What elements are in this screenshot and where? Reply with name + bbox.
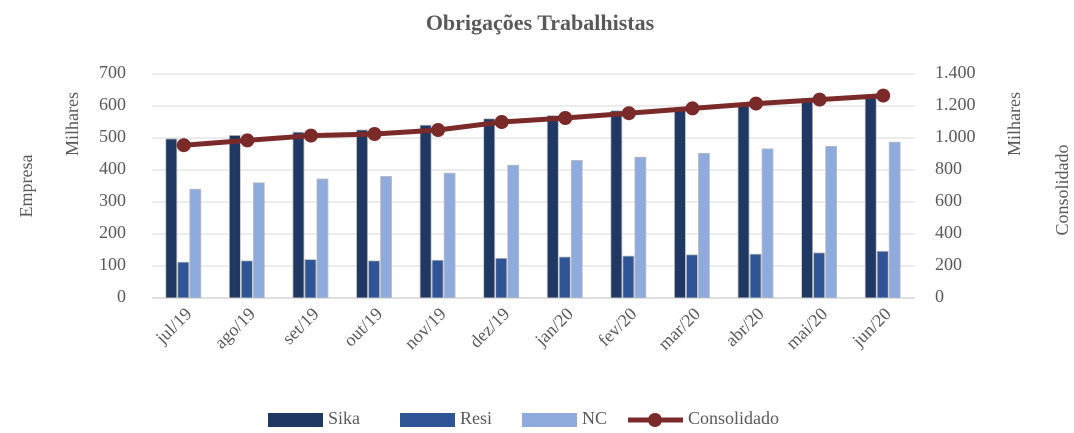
legend-label: Sika bbox=[328, 408, 360, 428]
line-marker bbox=[621, 106, 636, 121]
line-marker bbox=[367, 127, 382, 141]
y2-tick-label: 800 bbox=[935, 158, 962, 178]
y-tick-label: 100 bbox=[99, 254, 126, 274]
bar bbox=[292, 131, 305, 299]
bar bbox=[546, 115, 559, 299]
line-marker bbox=[176, 138, 191, 153]
bar bbox=[431, 259, 444, 299]
legend-label: NC bbox=[582, 408, 607, 428]
bar bbox=[240, 260, 253, 299]
bar bbox=[189, 188, 202, 299]
line-marker bbox=[558, 111, 573, 125]
legend-marker bbox=[648, 413, 662, 427]
bar bbox=[825, 145, 838, 299]
line-marker bbox=[303, 128, 318, 143]
line-marker bbox=[812, 92, 827, 107]
y-tick-label: 300 bbox=[99, 190, 126, 210]
y-unit-label: Milhares bbox=[62, 92, 82, 156]
x-tick-label: dez/19 bbox=[465, 304, 513, 352]
bar bbox=[443, 172, 456, 299]
bar bbox=[813, 252, 826, 299]
legend-swatch bbox=[522, 413, 577, 427]
y2-tick-label: 1.000 bbox=[935, 126, 976, 146]
legend-swatch bbox=[400, 413, 455, 427]
bar bbox=[177, 261, 190, 299]
bar bbox=[737, 104, 750, 299]
bar bbox=[495, 257, 508, 299]
y-tick-label: 400 bbox=[99, 158, 126, 178]
y-tick-label: 600 bbox=[99, 94, 126, 114]
bar bbox=[252, 182, 265, 299]
x-tick-label: jun/20 bbox=[848, 304, 895, 351]
bar bbox=[761, 148, 774, 299]
bar bbox=[558, 256, 571, 299]
x-tick-label: out/19 bbox=[340, 304, 387, 351]
x-tick-label: mar/20 bbox=[654, 304, 704, 354]
line-marker bbox=[494, 115, 509, 129]
y-tick-label: 500 bbox=[99, 126, 126, 146]
line-marker bbox=[876, 88, 891, 103]
x-tick-label: abr/20 bbox=[721, 304, 768, 351]
bar bbox=[228, 135, 241, 299]
y2-tick-label: 1.200 bbox=[935, 94, 976, 114]
bar bbox=[801, 100, 814, 299]
y2-tick-label: 600 bbox=[935, 190, 962, 210]
bar bbox=[888, 141, 901, 299]
bar bbox=[507, 164, 520, 299]
bar bbox=[570, 159, 583, 299]
x-tick-label: fev/20 bbox=[594, 304, 641, 351]
line bbox=[183, 93, 884, 148]
x-tick-label: jul/19 bbox=[151, 304, 196, 349]
x-tick-label: jan/20 bbox=[530, 304, 577, 351]
y2-unit-label: Milhares bbox=[1004, 92, 1024, 156]
bar bbox=[686, 254, 698, 299]
y-tick-label: 200 bbox=[99, 222, 126, 242]
bar bbox=[419, 124, 432, 299]
bar bbox=[304, 259, 317, 299]
bar bbox=[356, 129, 368, 299]
y2-tick-label: 0 bbox=[935, 286, 944, 306]
line-marker bbox=[431, 123, 446, 137]
y-axis-label: Empresa bbox=[16, 155, 36, 218]
bar bbox=[610, 110, 623, 299]
bar bbox=[622, 255, 635, 299]
line-marker bbox=[685, 101, 700, 116]
bar bbox=[316, 178, 329, 299]
bar bbox=[165, 138, 178, 299]
legend-label: Consolidado bbox=[688, 408, 779, 428]
line-marker bbox=[749, 96, 764, 111]
bar bbox=[749, 253, 762, 299]
x-tick-label: set/19 bbox=[278, 304, 323, 349]
bar bbox=[368, 260, 380, 299]
chart-title: Obrigações Trabalhistas bbox=[426, 10, 655, 35]
x-tick-label: ago/19 bbox=[210, 304, 259, 353]
y2-axis-label: Consolidado bbox=[1052, 144, 1072, 235]
y2-tick-label: 200 bbox=[935, 254, 962, 274]
x-tick-label: mai/20 bbox=[782, 304, 831, 353]
x-tick-label: nov/19 bbox=[400, 304, 450, 354]
y2-tick-label: 400 bbox=[935, 222, 962, 242]
bar bbox=[674, 107, 686, 299]
legend-label: Resi bbox=[460, 408, 492, 428]
bar bbox=[634, 156, 647, 299]
bar bbox=[864, 97, 877, 299]
bar bbox=[698, 152, 710, 299]
y-tick-label: 700 bbox=[99, 62, 126, 82]
legend-swatch bbox=[268, 413, 323, 427]
line-marker bbox=[240, 133, 255, 148]
y2-tick-label: 1.400 bbox=[935, 62, 976, 82]
y-tick-label: 0 bbox=[117, 286, 126, 306]
bar bbox=[876, 250, 889, 299]
bar bbox=[483, 118, 496, 299]
bar bbox=[380, 175, 392, 299]
